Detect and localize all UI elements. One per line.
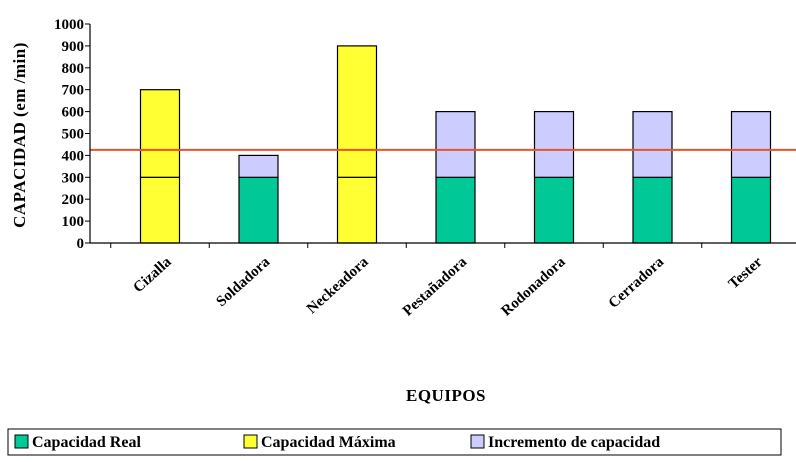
y-tick-label: 800	[62, 61, 85, 77]
y-tick-label: 100	[62, 214, 85, 230]
bar-segment	[435, 176, 476, 244]
bar-segment	[139, 89, 181, 178]
bar-segment	[632, 176, 673, 244]
legend-label: Capacidad Máxima	[261, 434, 396, 451]
x-tick-label: Soldadora	[214, 254, 274, 310]
bar-segment	[730, 176, 772, 244]
x-axis-title: EQUIPOS	[406, 386, 486, 405]
bar-segment	[533, 176, 575, 244]
bar-segment	[139, 176, 181, 244]
y-tick-label: 500	[62, 127, 85, 143]
legend-swatch	[14, 434, 29, 449]
legend-label: Capacidad Real	[32, 434, 141, 451]
y-tick-label: 1000	[54, 17, 84, 33]
y-tick-label: 300	[62, 170, 85, 186]
bar-segment	[336, 176, 378, 244]
legend-box	[7, 428, 782, 456]
y-axis: 0 100 200 300 400 500 600 700 800 900 1000	[54, 17, 91, 252]
y-tick-label: 400	[62, 148, 85, 164]
y-tick-label: 700	[62, 83, 85, 99]
legend-swatch	[243, 434, 258, 449]
bar-segment	[730, 110, 772, 178]
bars	[139, 45, 772, 244]
bar-segment	[533, 110, 575, 178]
legend-label: Incremento de capacidad	[488, 434, 660, 451]
x-tick-label: Cizalla	[131, 254, 176, 296]
x-axis: Cizalla Soldadora Neckeadora Pestañadora Rod…	[90, 242, 796, 320]
bar-segment	[632, 110, 673, 178]
bar-segment	[238, 176, 279, 244]
x-tick-label: Rodonadora	[498, 254, 569, 320]
y-tick-label: 0	[77, 236, 85, 252]
x-tick-label: Tester	[726, 254, 766, 293]
x-tick-label: Cerradora	[606, 254, 668, 312]
legend-swatch	[470, 434, 485, 449]
legend: Capacidad Real Capacidad Máxima Incremento…	[7, 428, 782, 456]
y-axis-title: CAPACIDAD (em /min)	[10, 42, 29, 228]
bar-segment	[238, 154, 279, 178]
y-tick-label: 600	[62, 105, 85, 121]
y-tick-label: 200	[62, 192, 85, 208]
x-tick-label: Neckeadora	[304, 254, 372, 318]
x-tick-label: Pestañadora	[400, 254, 471, 320]
bar-segment	[336, 45, 378, 178]
bar-segment	[435, 110, 476, 178]
y-tick-label: 900	[62, 39, 85, 55]
